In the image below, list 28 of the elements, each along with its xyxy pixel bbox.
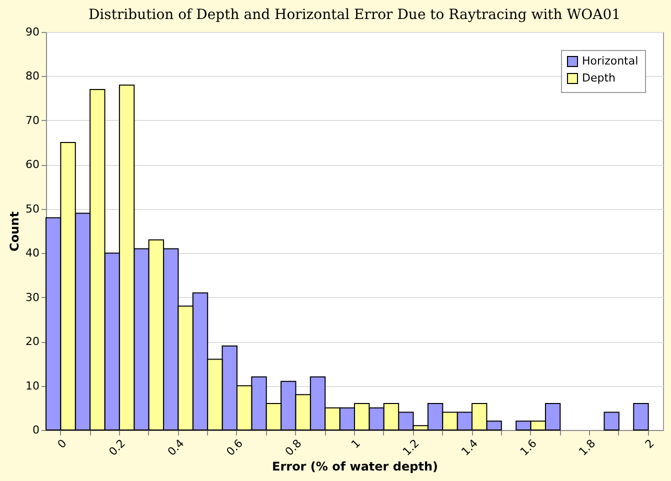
x-axis-title: Error (% of water depth) [272,460,438,474]
x-tick-label: 1.6 [518,436,540,458]
y-tick-label: 70 [26,114,40,127]
bar [604,412,620,430]
bar [633,402,649,430]
x-tick-label: 0.4 [165,436,187,458]
chart-title: Distribution of Depth and Horizontal Error Due to Raytracing with WOA01 [88,7,621,23]
y-tick-label: 40 [26,246,40,260]
x-tick-label: 1.8 [576,436,598,458]
x-tick-label: 0 [55,436,70,451]
y-tick-label: 60 [26,158,40,172]
x-tick-label: 0.8 [282,436,304,458]
y-tick-label: 0 [32,424,40,436]
x-tick-label: 2 [642,436,657,451]
x-tick-label: 0.6 [224,436,246,458]
legend-label: Depth [582,72,616,84]
x-tick-label: 1 [348,436,363,451]
x-tick-label: 0.2 [106,436,128,458]
x-tick-label: 1.2 [400,436,422,458]
x-tick-label: 1.4 [458,436,481,458]
legend-label: Horizontal [582,54,638,68]
y-tick-label: 50 [26,202,40,216]
y-tick-label: 80 [26,70,40,83]
y-tick-label: 20 [26,335,40,348]
y-tick-label: 30 [26,290,40,304]
y-tick-label: 90 [26,26,40,38]
y-axis-title: Count [8,211,22,252]
y-tick-label: 10 [26,379,40,392]
